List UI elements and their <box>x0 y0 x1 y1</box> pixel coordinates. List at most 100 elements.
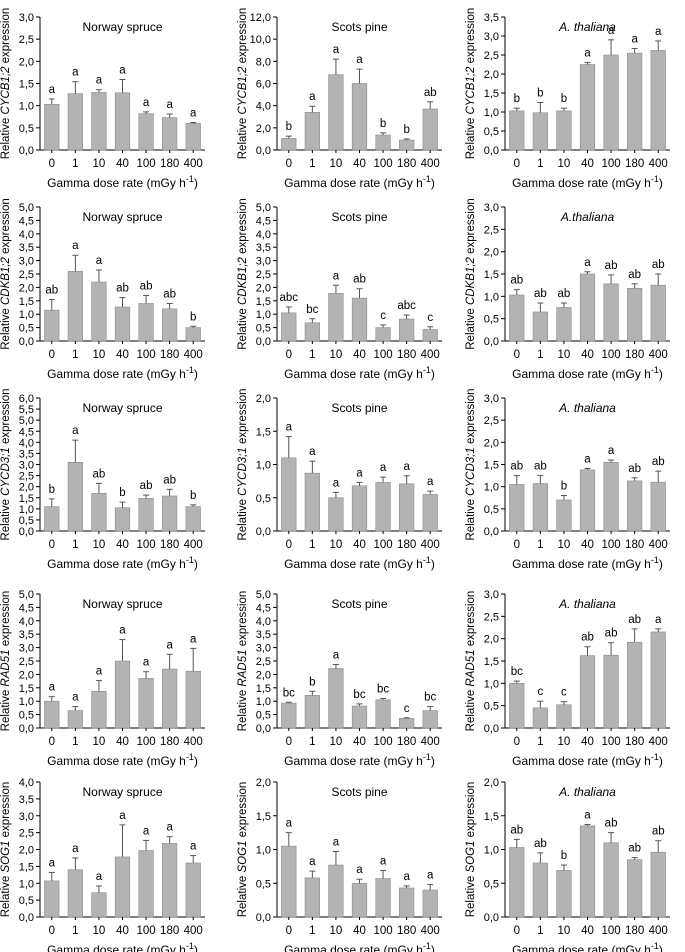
y-tick-label: 2,0 <box>484 69 499 81</box>
y-axis-title-prefix: Relative <box>0 115 12 160</box>
x-axis-title-main: Gamma dose rate (mGy h <box>512 176 651 190</box>
chart-title: Norway spruce <box>82 785 162 799</box>
significance-letter: a <box>608 445 615 457</box>
bar <box>556 499 572 532</box>
x-tick-label: 180 <box>160 925 179 937</box>
x-axis-title: Gamma dose rate (mGy h-1) <box>512 752 663 768</box>
bar <box>532 112 548 151</box>
x-tick-label: 180 <box>397 349 416 361</box>
x-tick-label: 10 <box>330 539 343 551</box>
y-axis-title-prefix: Relative <box>0 687 12 732</box>
x-tick-label: 400 <box>184 158 203 170</box>
x-tick-label: 100 <box>601 539 620 551</box>
bar <box>603 654 619 729</box>
significance-letter: ab <box>605 260 618 272</box>
bar <box>627 641 643 729</box>
y-tick-label: 3,0 <box>19 643 34 655</box>
y-tick-label: 1,0 <box>484 291 499 303</box>
y-axis-title: Relative RAD51 expression <box>237 591 249 732</box>
y-axis-title-suffix: expression <box>237 591 249 650</box>
bar <box>114 660 131 729</box>
significance-letter: a <box>119 810 126 822</box>
y-tick-label: 2,5 <box>484 224 499 236</box>
x-tick-label: 10 <box>93 925 106 937</box>
significance-letter: a <box>143 825 150 837</box>
y-tick-label: 12,0 <box>250 12 271 24</box>
y-tick-label: 2,5 <box>19 34 34 46</box>
x-axis-title-main: Gamma dose rate (mGy h <box>284 557 423 571</box>
x-axis-title-superscript: -1 <box>186 174 194 184</box>
y-axis-title-prefix: Relative <box>465 305 477 350</box>
significance-letter: b <box>309 676 315 688</box>
chart-panel-3-1: 0,00,5 1,01,5 2,02,53,0 3,54,0 4,55,0 Relativ… <box>237 589 442 768</box>
significance-letter: b <box>119 487 125 499</box>
y-tick-label: 0,0 <box>19 336 34 348</box>
x-tick-label: 400 <box>421 349 440 361</box>
x-tick-label: 100 <box>373 349 392 361</box>
y-axis-title-gene: CYCD3;1 <box>237 447 249 496</box>
y-tick-label: 0,0 <box>256 723 271 735</box>
significance-letter: a <box>166 99 173 111</box>
significance-letter: a <box>333 649 340 661</box>
chart-panel-0-2: 0,0 0,5 1,0 1,5 2,0 2,5 3,0 3,5 Relative CYCB1;2… <box>465 8 670 190</box>
x-axis-title-end: ) <box>659 754 663 768</box>
bar <box>532 862 548 918</box>
significance-letter: abc <box>397 300 416 312</box>
y-tick-label: 2,0 <box>19 56 34 68</box>
bar <box>509 847 525 918</box>
x-axis-title-end: ) <box>194 367 198 381</box>
bar <box>304 322 320 342</box>
significance-letter: a <box>655 26 662 38</box>
x-axis-title-end: ) <box>194 943 198 952</box>
y-tick-label: 0,5 <box>484 878 499 890</box>
y-axis-title-suffix: expression <box>237 8 249 67</box>
significance-letter: ab <box>140 280 153 292</box>
y-axis-title: Relative RAD51 expression <box>0 591 12 732</box>
x-axis-title-main: Gamma dose rate (mGy h <box>284 943 423 952</box>
bar <box>304 695 320 729</box>
significance-letter: b <box>190 311 196 323</box>
significance-letter: a <box>608 25 615 37</box>
x-tick-label: 1 <box>72 349 78 361</box>
x-tick-label: 400 <box>184 539 203 551</box>
y-tick-label: 0,5 <box>19 515 34 527</box>
significance-letter: ab <box>628 463 641 475</box>
chart-panel-0-0: 0,0 0,5 1,0 1,5 2,0 2,5 3,0 Relative CYCB1;2 ex… <box>0 8 205 190</box>
significance-letter: ab <box>581 632 594 644</box>
y-tick-label: 3,5 <box>484 12 499 24</box>
x-tick-label: 100 <box>601 349 620 361</box>
bar <box>304 112 320 151</box>
y-tick-label: 1,0 <box>484 845 499 857</box>
y-axis-title: Relative CYCD3;1 expression <box>465 388 477 540</box>
x-tick-label: 10 <box>558 158 571 170</box>
significance-letter: a <box>333 477 340 489</box>
x-axis-title: Gamma dose rate (mGy h-1) <box>47 365 198 381</box>
y-axis-title-prefix: Relative <box>465 496 477 541</box>
x-axis-title: Gamma dose rate (mGy h-1) <box>512 941 663 952</box>
y-tick-label: 2,5 <box>256 656 271 668</box>
significance-letter: a <box>49 682 56 694</box>
y-tick-label: 3,0 <box>256 256 271 268</box>
chart-title: Scots pine <box>331 20 387 34</box>
chart-panel-3-0: 0,00,5 1,01,5 2,02,53,0 3,54,0 4,55,0 Relativ… <box>0 589 205 768</box>
bar <box>304 472 320 532</box>
significance-letter: a <box>143 97 150 109</box>
y-axis-title-suffix: expression <box>465 591 477 650</box>
significance-letter: a <box>190 633 197 645</box>
y-tick-label: 2,0 <box>256 282 271 294</box>
bar <box>185 862 201 918</box>
x-tick-label: 400 <box>649 539 668 551</box>
y-tick-label: 0,0 <box>19 723 34 735</box>
bar <box>603 842 619 918</box>
y-axis-title-gene: CYCB1;2 <box>0 66 12 115</box>
x-axis-title-superscript: -1 <box>423 174 431 184</box>
y-tick-label: 0,0 <box>19 526 34 538</box>
bar <box>627 287 643 342</box>
bar <box>44 506 60 532</box>
bar <box>281 457 297 532</box>
bar <box>532 707 548 729</box>
significance-letter: b <box>286 121 292 133</box>
bar <box>375 878 391 918</box>
x-axis-title-main: Gamma dose rate (mGy h <box>47 176 186 190</box>
